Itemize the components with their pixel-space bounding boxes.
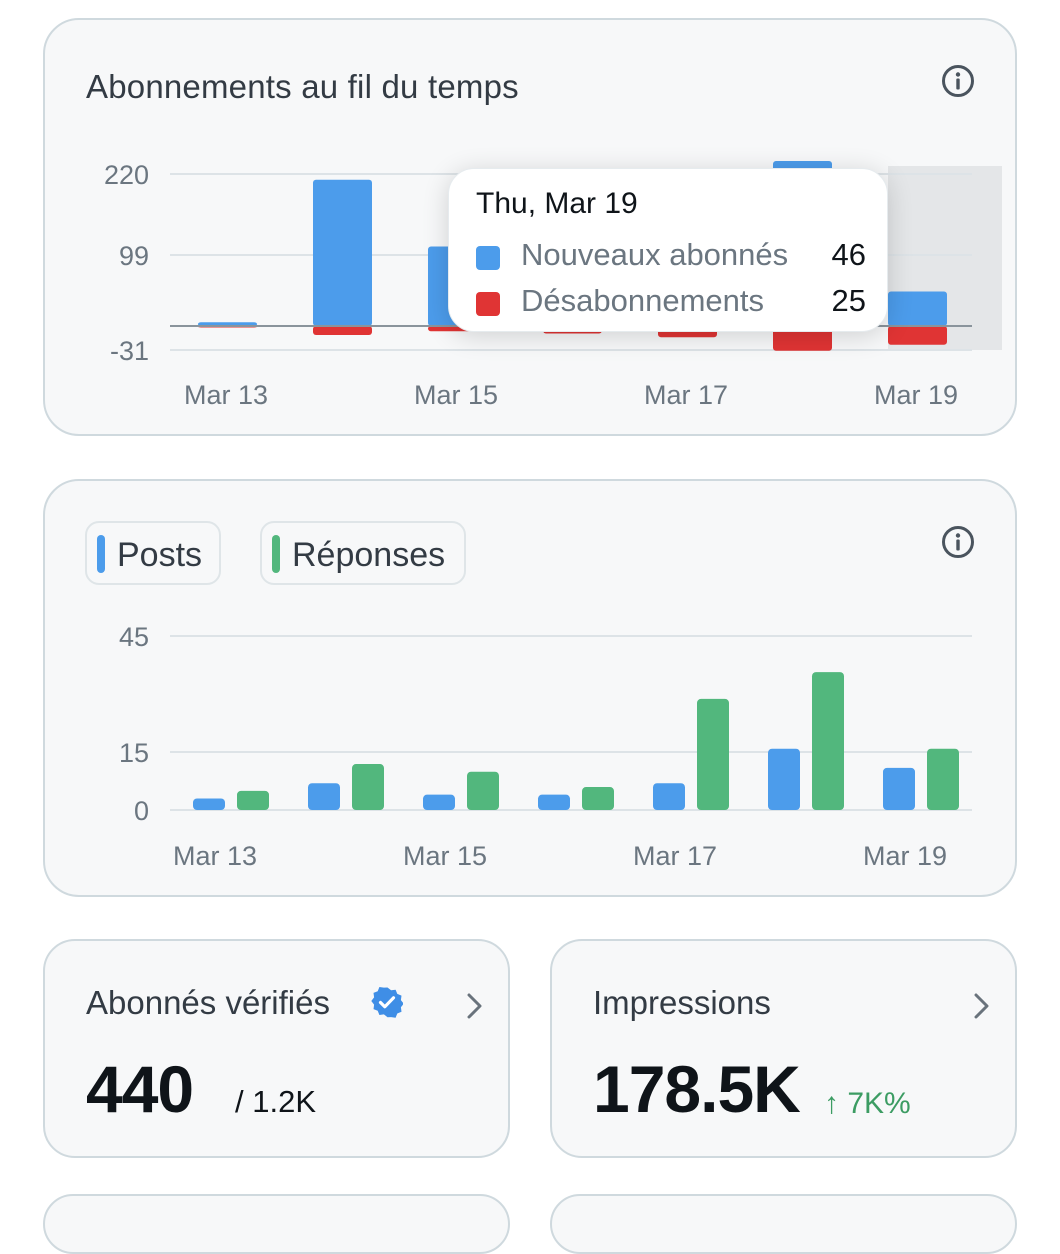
bar-replies	[697, 698, 729, 810]
bar-new-followers	[888, 291, 947, 326]
chart-tooltip: Thu, Mar 19 Nouveaux abonnés 46 Désabonn…	[448, 168, 888, 332]
info-icon[interactable]	[941, 525, 975, 559]
verified-title: Abonnés vérifiés	[86, 984, 330, 1021]
legend-chip-posts[interactable]: Posts	[85, 521, 221, 585]
tooltip-label: Nouveaux abonnés	[521, 237, 789, 272]
impressions-growth: ↑ 7K%	[824, 1087, 911, 1120]
chevron-right-icon[interactable]	[464, 991, 486, 1021]
impressions-title: Impressions	[593, 984, 771, 1021]
subscriptions-card: Abonnements au fil du temps 220 99 -31 Mar …	[43, 18, 1017, 436]
bar-posts	[653, 783, 685, 810]
bar-replies	[352, 764, 384, 810]
x-tick-label: Mar 13	[173, 841, 257, 871]
x-tick-label: Mar 17	[644, 380, 728, 410]
chevron-right-icon[interactable]	[971, 991, 993, 1021]
activity-chart[interactable]: 45 15 0 Mar 13 Mar 15 Mar 17 Mar 19	[45, 481, 1017, 897]
legend-label: Réponses	[292, 536, 446, 574]
legend-swatch-posts	[97, 535, 105, 573]
next-card-left[interactable]	[43, 1194, 510, 1254]
y-tick-label: -31	[110, 336, 149, 366]
bar-posts	[883, 767, 915, 810]
subscriptions-title: Abonnements au fil du temps	[86, 68, 519, 105]
impressions-card[interactable]: Impressions 178.5K ↑ 7K%	[550, 939, 1017, 1158]
activity-card: Posts Réponses 45 15 0 Mar 13 Mar 15 Mar 17 Ma…	[43, 479, 1017, 897]
x-tick-label: Mar 15	[403, 841, 487, 871]
bar-posts	[308, 783, 340, 810]
bar-posts	[768, 748, 800, 810]
legend-label: Posts	[117, 536, 203, 574]
next-card-right[interactable]	[550, 1194, 1017, 1254]
x-tick-label: Mar 13	[184, 380, 268, 410]
y-tick-label: 99	[119, 241, 149, 271]
bar-posts	[538, 794, 570, 810]
bar-unfollows	[773, 326, 832, 351]
verified-count: 440	[86, 1052, 194, 1126]
legend-swatch-replies	[272, 535, 280, 573]
bar-replies	[927, 748, 959, 810]
bar-replies	[237, 790, 269, 810]
verified-badge-icon	[371, 987, 403, 1018]
x-tick-label: Mar 19	[863, 841, 947, 871]
legend-swatch-new	[476, 246, 500, 270]
verified-followers-card[interactable]: Abonnés vérifiés 440 / 1.2K	[43, 939, 510, 1158]
tooltip-label: Désabonnements	[521, 283, 764, 318]
bar-replies	[582, 787, 614, 810]
tooltip-value: 25	[831, 283, 866, 318]
tooltip-row-new-followers: Nouveaux abonnés 46	[476, 237, 866, 277]
tooltip-value: 46	[831, 237, 866, 272]
x-tick-label: Mar 17	[633, 841, 717, 871]
bar-posts	[423, 794, 455, 810]
y-tick-label: 45	[119, 622, 149, 652]
tooltip-date: Thu, Mar 19	[476, 187, 638, 220]
bar-unfollows	[888, 326, 947, 345]
legend-swatch-unfollow	[476, 292, 500, 316]
bar-new-followers	[313, 179, 372, 326]
info-icon[interactable]	[941, 64, 975, 98]
impressions-count: 178.5K	[593, 1052, 801, 1126]
tooltip-row-unfollows: Désabonnements 25	[476, 283, 866, 323]
x-tick-label: Mar 15	[414, 380, 498, 410]
verified-total: / 1.2K	[235, 1084, 316, 1119]
bar-replies	[812, 672, 844, 810]
bar-posts	[193, 798, 225, 810]
bar-replies	[467, 771, 499, 810]
y-tick-label: 220	[104, 160, 149, 190]
legend-chip-replies[interactable]: Réponses	[260, 521, 466, 585]
x-tick-label: Mar 19	[874, 380, 958, 410]
y-tick-label: 15	[119, 738, 149, 768]
y-tick-label: 0	[134, 796, 149, 826]
bar-unfollows	[313, 326, 372, 335]
